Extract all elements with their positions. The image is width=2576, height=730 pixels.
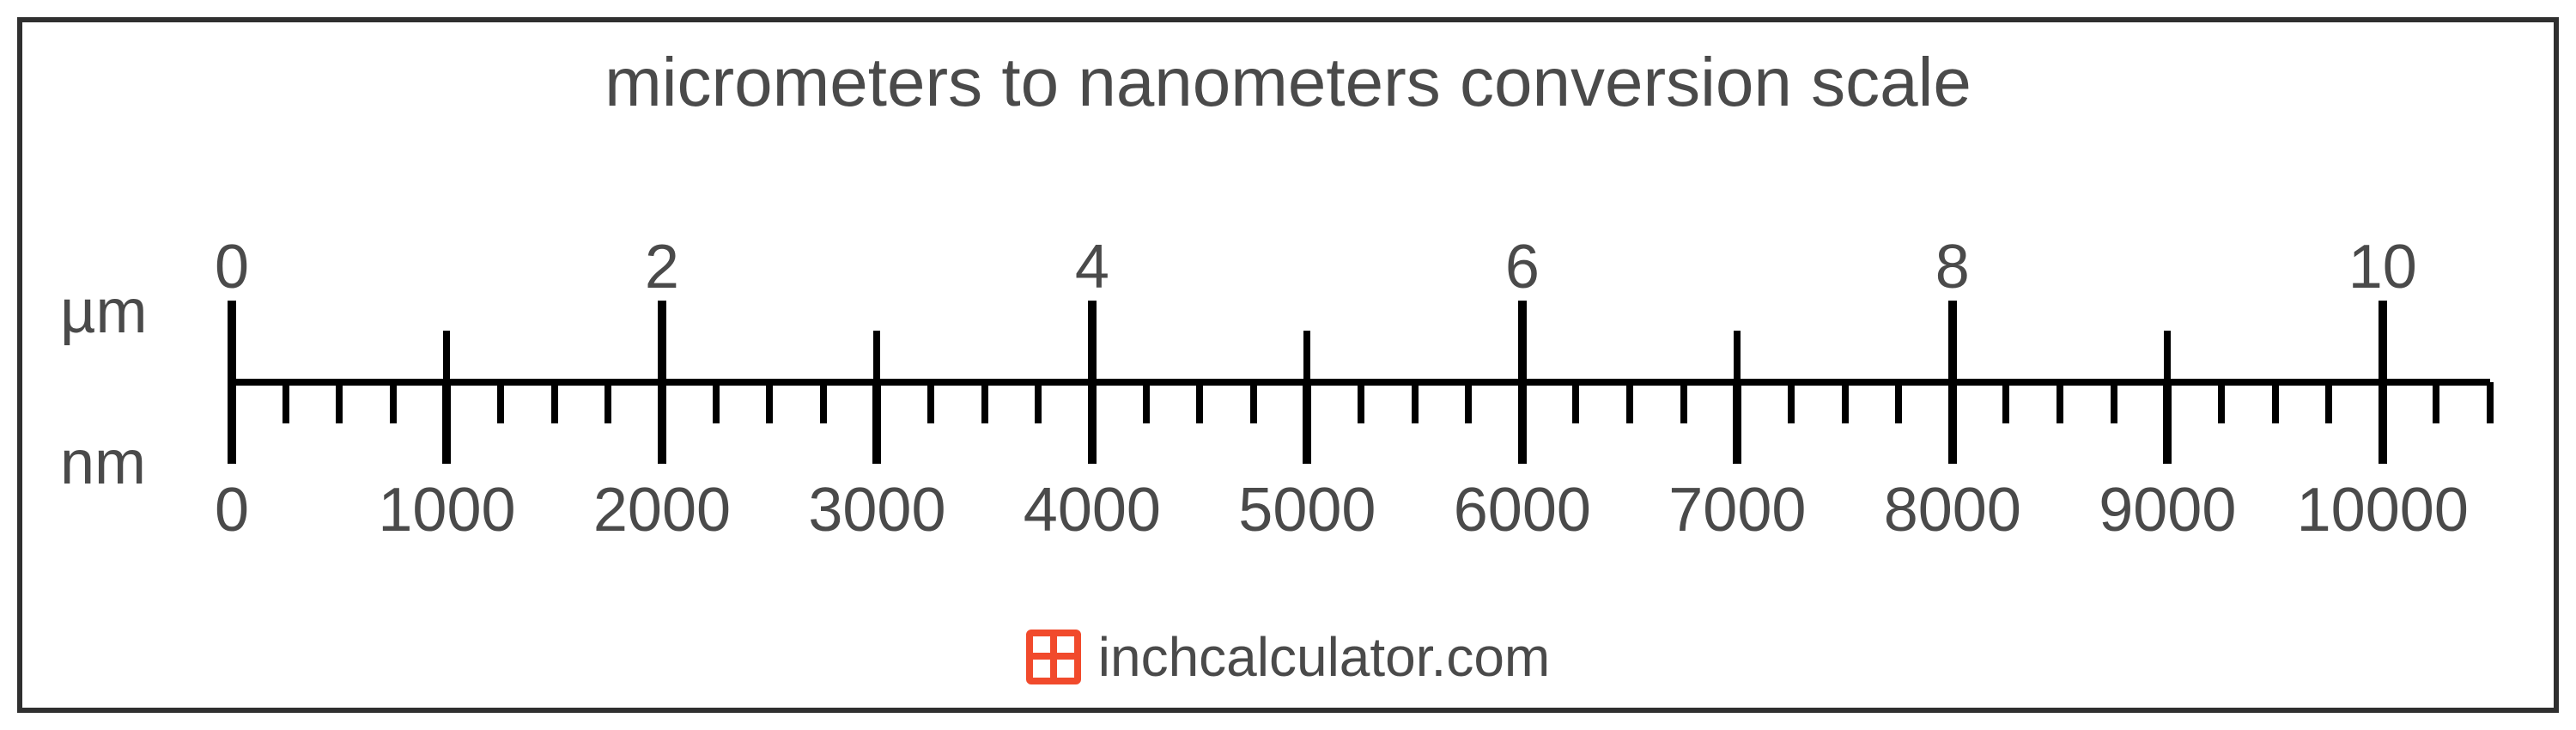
bottom-tick-label: 6000 bbox=[1454, 475, 1591, 545]
top-tick-label: 6 bbox=[1505, 232, 1540, 302]
top-tick-label: 8 bbox=[1935, 232, 1970, 302]
bottom-tick-label: 8000 bbox=[1884, 475, 2021, 545]
top-major-tick bbox=[228, 301, 236, 382]
bottom-tick-label: 5000 bbox=[1238, 475, 1376, 545]
bottom-tick-label: 10000 bbox=[2297, 475, 2469, 545]
bottom-major-tick bbox=[2379, 382, 2387, 464]
bottom-minor-tick bbox=[1626, 382, 1633, 423]
top-tick-label: 0 bbox=[215, 232, 249, 302]
bottom-major-tick bbox=[442, 382, 451, 464]
bottom-major-tick bbox=[1518, 382, 1527, 464]
bottom-minor-tick bbox=[390, 382, 397, 423]
bottom-major-tick bbox=[1733, 382, 1741, 464]
bottom-minor-tick bbox=[713, 382, 720, 423]
bottom-minor-tick bbox=[336, 382, 343, 423]
bottom-tick-label: 2000 bbox=[593, 475, 731, 545]
bottom-tick-label: 0 bbox=[215, 475, 249, 545]
top-major-tick bbox=[1948, 301, 1957, 382]
top-medium-tick bbox=[2164, 331, 2171, 382]
bottom-minor-tick bbox=[981, 382, 988, 423]
bottom-tick-label: 7000 bbox=[1668, 475, 1806, 545]
bottom-major-tick bbox=[872, 382, 881, 464]
bottom-minor-tick bbox=[1680, 382, 1687, 423]
bottom-major-tick bbox=[1948, 382, 1957, 464]
bottom-tick-label: 4000 bbox=[1024, 475, 1161, 545]
top-major-tick bbox=[2379, 301, 2387, 382]
calculator-icon bbox=[1026, 630, 1081, 684]
unit-label-bottom: nm bbox=[60, 428, 146, 498]
bottom-minor-tick bbox=[1196, 382, 1203, 423]
bottom-minor-tick bbox=[766, 382, 773, 423]
bottom-tick-label: 9000 bbox=[2099, 475, 2236, 545]
bottom-minor-tick bbox=[551, 382, 558, 423]
unit-label-top: µm bbox=[60, 277, 147, 347]
bottom-major-tick bbox=[1088, 382, 1097, 464]
top-major-tick bbox=[1088, 301, 1097, 382]
bottom-minor-tick bbox=[1412, 382, 1419, 423]
top-major-tick bbox=[1518, 301, 1527, 382]
bottom-minor-tick bbox=[1572, 382, 1579, 423]
bottom-minor-tick bbox=[1788, 382, 1795, 423]
top-tick-label: 10 bbox=[2348, 232, 2417, 302]
bottom-minor-tick bbox=[2272, 382, 2279, 423]
footer: inchcalculator.com bbox=[0, 625, 2576, 697]
bottom-minor-tick bbox=[1035, 382, 1042, 423]
bottom-minor-tick bbox=[1895, 382, 1902, 423]
bottom-major-tick bbox=[228, 382, 236, 464]
bottom-tick-label: 3000 bbox=[808, 475, 945, 545]
bottom-minor-tick bbox=[605, 382, 611, 423]
bottom-minor-tick bbox=[2111, 382, 2117, 423]
top-tick-label: 4 bbox=[1075, 232, 1109, 302]
bottom-minor-tick bbox=[1143, 382, 1150, 423]
bottom-minor-tick bbox=[2057, 382, 2063, 423]
title-text: micrometers to nanometers conversion sca… bbox=[0, 43, 2576, 122]
footer-text: inchcalculator.com bbox=[1098, 625, 1550, 689]
bottom-major-tick bbox=[2163, 382, 2172, 464]
bottom-minor-tick bbox=[2218, 382, 2225, 423]
bottom-minor-tick bbox=[283, 382, 289, 423]
bottom-minor-tick bbox=[497, 382, 504, 423]
bottom-minor-tick bbox=[1842, 382, 1849, 423]
top-medium-tick bbox=[873, 331, 880, 382]
top-medium-tick bbox=[443, 331, 450, 382]
bottom-major-tick bbox=[1303, 382, 1311, 464]
top-medium-tick bbox=[1734, 331, 1741, 382]
bottom-minor-tick bbox=[2325, 382, 2332, 423]
bottom-minor-tick bbox=[927, 382, 934, 423]
bottom-minor-tick bbox=[1465, 382, 1472, 423]
top-tick-label: 2 bbox=[645, 232, 679, 302]
top-major-tick bbox=[658, 301, 666, 382]
bottom-tick-label: 1000 bbox=[378, 475, 515, 545]
bottom-minor-tick bbox=[2002, 382, 2009, 423]
bottom-major-tick bbox=[658, 382, 666, 464]
bottom-minor-tick bbox=[1358, 382, 1364, 423]
bottom-minor-tick bbox=[820, 382, 827, 423]
bottom-minor-tick bbox=[2487, 382, 2494, 423]
bottom-minor-tick bbox=[1250, 382, 1257, 423]
top-medium-tick bbox=[1303, 331, 1310, 382]
bottom-minor-tick bbox=[2433, 382, 2439, 423]
